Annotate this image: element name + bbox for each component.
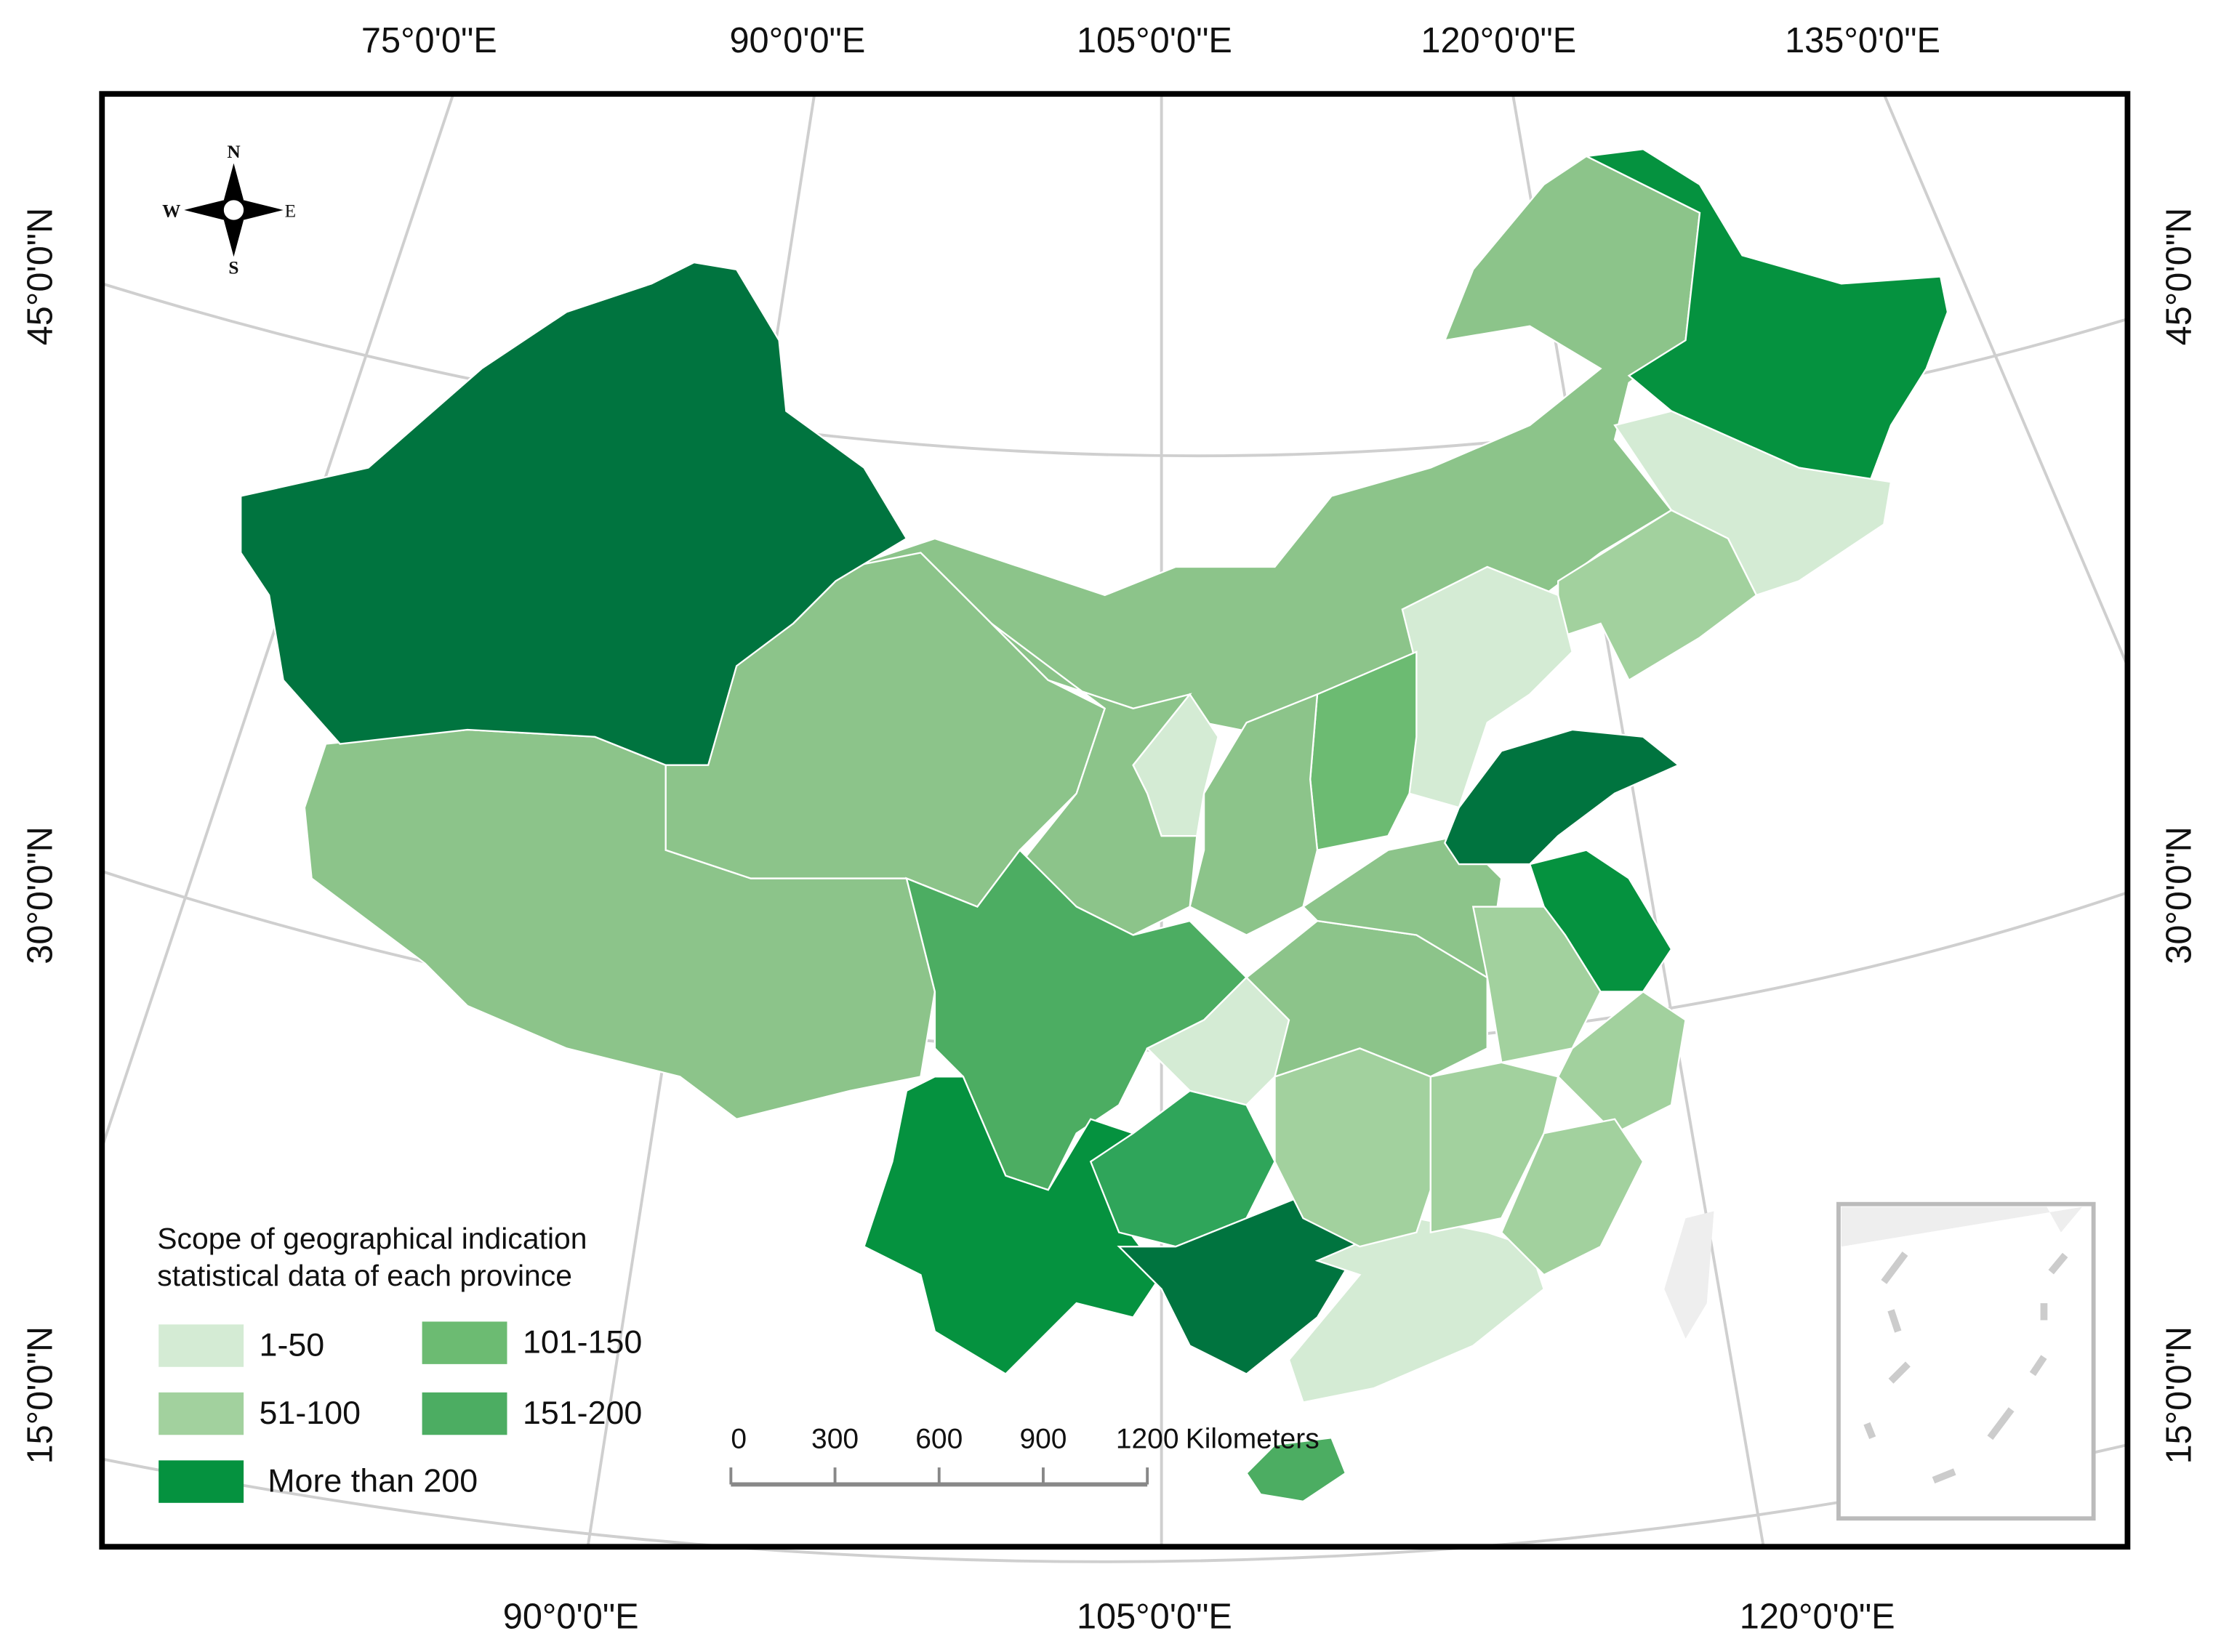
province bbox=[1429, 1061, 1559, 1234]
legend-label: More than 200 bbox=[268, 1462, 478, 1499]
compass-center bbox=[220, 197, 247, 223]
inset-dash bbox=[1863, 1422, 1876, 1439]
latitude-label: 30°0'0"N bbox=[2159, 826, 2198, 964]
legend-label: 151-200 bbox=[523, 1395, 642, 1431]
parallel bbox=[101, 1443, 2128, 1563]
inset-dash bbox=[2048, 1252, 2068, 1275]
inset bbox=[1836, 1201, 2096, 1521]
province bbox=[1443, 728, 1681, 866]
province bbox=[1117, 1188, 1361, 1375]
compass-arm bbox=[233, 200, 284, 220]
province bbox=[240, 261, 908, 766]
legend-label: 51-100 bbox=[260, 1395, 361, 1431]
scale-label: 1200 bbox=[1116, 1423, 1179, 1454]
legend-label: 101-150 bbox=[523, 1323, 642, 1360]
scale-label: 900 bbox=[1019, 1423, 1067, 1454]
provinces bbox=[240, 148, 1949, 1503]
legend-swatch bbox=[158, 1460, 244, 1503]
compass-s: S bbox=[228, 258, 238, 278]
longitude-label: 75°0'0"E bbox=[361, 21, 497, 60]
longitude-label: 120°0'0"E bbox=[1740, 1597, 1895, 1636]
compass: N S E W bbox=[162, 142, 296, 278]
legend: Scope of geographical indication statist… bbox=[157, 1222, 642, 1503]
island bbox=[1664, 1211, 1714, 1339]
latitude-label: 45°0'0"N bbox=[2159, 208, 2198, 346]
inset-frame bbox=[1836, 1201, 2096, 1521]
meridian bbox=[1882, 93, 2129, 667]
inset-dash bbox=[1881, 1251, 1908, 1284]
latitude-label: 45°0'0"N bbox=[20, 208, 60, 346]
province bbox=[1557, 509, 1758, 682]
legend-title: statistical data of each province bbox=[157, 1259, 572, 1292]
latitude-label: 15°0'0"N bbox=[2159, 1326, 2198, 1464]
province bbox=[1288, 1217, 1546, 1403]
inset-dash bbox=[1888, 1361, 1911, 1384]
longitude-label: 90°0'0"E bbox=[729, 21, 865, 60]
legend-label: 1-50 bbox=[260, 1326, 325, 1363]
compass-n: N bbox=[227, 142, 240, 162]
legend-title: Scope of geographical indication bbox=[157, 1222, 587, 1255]
inset-dash bbox=[2029, 1355, 2047, 1377]
longitude-label: 120°0'0"E bbox=[1421, 21, 1576, 60]
province bbox=[1245, 1436, 1347, 1503]
scale-label: 0 bbox=[731, 1423, 747, 1454]
compass-arm bbox=[184, 200, 234, 220]
latitude-label: 30°0'0"N bbox=[20, 826, 60, 964]
inset-dash bbox=[1932, 1468, 1956, 1484]
province bbox=[1189, 693, 1319, 936]
compass-w: W bbox=[162, 201, 180, 222]
legend-swatch bbox=[158, 1392, 244, 1435]
legend-swatch bbox=[158, 1324, 244, 1367]
compass-e: E bbox=[285, 201, 296, 222]
legend-swatch bbox=[422, 1392, 507, 1435]
map-frame bbox=[99, 91, 2131, 1550]
inset-dash bbox=[1987, 1407, 2015, 1441]
province bbox=[1557, 991, 1687, 1135]
province bbox=[1583, 148, 1949, 483]
longitude-label: 135°0'0"E bbox=[1785, 21, 1940, 60]
scale-bar: 0 300 600 900 1200 Kilometers bbox=[729, 1423, 1320, 1487]
longitude-label: 105°0'0"E bbox=[1077, 21, 1232, 60]
inset-dash bbox=[1887, 1309, 1902, 1333]
scale-label: 300 bbox=[811, 1423, 859, 1454]
longitude-label: 105°0'0"E bbox=[1077, 1597, 1232, 1636]
scale-label: 600 bbox=[915, 1423, 963, 1454]
province bbox=[1500, 1118, 1644, 1276]
scale-unit: Kilometers bbox=[1186, 1423, 1320, 1454]
province bbox=[1471, 906, 1602, 1064]
legend-swatch bbox=[422, 1321, 507, 1364]
longitude-label: 90°0'0"E bbox=[503, 1597, 639, 1636]
province bbox=[1132, 693, 1219, 837]
latitude-label: 15°0'0"N bbox=[20, 1326, 60, 1464]
